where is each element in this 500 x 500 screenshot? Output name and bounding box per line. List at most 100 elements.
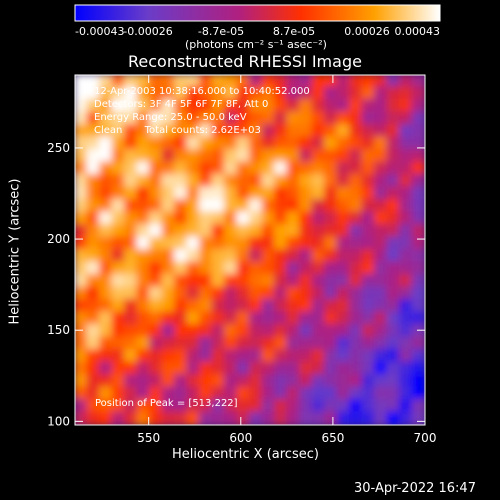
heatmap-cell	[411, 86, 425, 101]
heatmap-cell	[249, 411, 264, 425]
heatmap-cell	[274, 75, 289, 89]
heatmap-cell	[286, 149, 301, 164]
heatmap-cell	[261, 411, 276, 425]
heatmap-cell	[274, 374, 289, 389]
heatmap-cell	[299, 211, 314, 226]
heatmap-cell	[186, 75, 201, 89]
heatmap-cell	[336, 336, 351, 351]
heatmap-cell	[99, 86, 114, 101]
heatmap-cell	[136, 211, 151, 226]
heatmap-cell	[336, 411, 351, 425]
heatmap-cell	[299, 386, 314, 401]
heatmap-cell	[324, 361, 339, 376]
heatmap-cell	[324, 186, 339, 201]
heatmap-cell	[311, 161, 326, 176]
heatmap-cell	[161, 311, 176, 326]
heatmap-cell	[124, 261, 139, 276]
heatmap-cell	[336, 75, 351, 89]
heatmap-cell	[324, 161, 339, 176]
heatmap-cell	[411, 261, 425, 276]
heatmap-cell	[149, 211, 164, 226]
heatmap-cell	[161, 186, 176, 201]
heatmap-cell	[324, 174, 339, 189]
heatmap-cell	[411, 286, 425, 301]
heatmap-cell	[249, 186, 264, 201]
heatmap-cell	[236, 75, 251, 89]
heatmap-cell	[111, 236, 126, 251]
heatmap-cell	[86, 336, 101, 351]
heatmap-cell	[136, 411, 151, 425]
heatmap-cell	[174, 299, 189, 314]
heatmap-cell	[299, 249, 314, 264]
heatmap-cell	[124, 349, 139, 364]
heatmap-cell	[274, 99, 289, 114]
heatmap-cell	[75, 249, 89, 264]
heatmap-cell	[386, 311, 401, 326]
heatmap-cell	[274, 336, 289, 351]
heatmap-cell	[361, 274, 376, 289]
heatmap-cell	[311, 249, 326, 264]
heatmap-cell	[261, 374, 276, 389]
heatmap-cell	[149, 411, 164, 425]
heatmap-cell	[186, 249, 201, 264]
heatmap-cell	[136, 149, 151, 164]
heatmap-cell	[124, 249, 139, 264]
heatmap-cell	[286, 261, 301, 276]
heatmap-cell	[224, 336, 239, 351]
annotation-detectors: Detectors: 3F 4F 5F 6F 7F 8F, Att 0	[94, 99, 269, 110]
heatmap-cell	[286, 386, 301, 401]
heatmap-cell	[86, 174, 101, 189]
heatmap-cell	[99, 274, 114, 289]
heatmap-cell	[386, 86, 401, 101]
heatmap-cell	[86, 75, 101, 89]
heatmap-cell	[374, 386, 389, 401]
heatmap-cell	[324, 249, 339, 264]
heatmap-cell	[224, 75, 239, 89]
heatmap-cell	[149, 261, 164, 276]
heatmap-cell	[261, 161, 276, 176]
heatmap-cell	[361, 349, 376, 364]
heatmap-cell	[299, 399, 314, 414]
heatmap-cell	[199, 75, 214, 89]
heatmap-cell	[161, 361, 176, 376]
heatmap-cell	[324, 149, 339, 164]
heatmap-cell	[249, 249, 264, 264]
heatmap-cell	[186, 99, 201, 114]
heatmap-cell	[374, 261, 389, 276]
heatmap-cell	[324, 99, 339, 114]
annotation-clean-counts: Clean Total counts: 2.62E+03	[94, 125, 261, 136]
heatmap-cell	[399, 86, 414, 101]
heatmap-cell	[411, 199, 425, 214]
heatmap-cell	[75, 261, 89, 276]
heatmap-cell	[99, 349, 114, 364]
heatmap-cell	[199, 374, 214, 389]
peak-position-label: Position of Peak = [513,222]	[95, 398, 238, 409]
heatmap-cell	[399, 299, 414, 314]
heatmap-cell	[336, 349, 351, 364]
heatmap-cell	[336, 149, 351, 164]
heatmap-cell	[249, 111, 264, 126]
heatmap-cell	[286, 136, 301, 151]
heatmap-cell	[111, 211, 126, 226]
heatmap-cell	[124, 124, 139, 139]
heatmap-cell	[161, 386, 176, 401]
heatmap-cell	[236, 199, 251, 214]
heatmap-cell	[236, 174, 251, 189]
heatmap-cell	[386, 361, 401, 376]
heatmap-cell	[174, 75, 189, 89]
heatmap-cell	[149, 174, 164, 189]
heatmap-cell	[311, 224, 326, 239]
heatmap-cell	[186, 124, 201, 139]
heatmap-cell	[111, 411, 126, 425]
heatmap-cell	[336, 361, 351, 376]
heatmap-cell	[99, 336, 114, 351]
heatmap-cell	[349, 361, 364, 376]
heatmap-cell	[361, 286, 376, 301]
heatmap-cell	[374, 286, 389, 301]
heatmap-cell	[399, 311, 414, 326]
heatmap-cell	[99, 174, 114, 189]
heatmap-cell	[111, 224, 126, 239]
heatmap-cell	[224, 161, 239, 176]
heatmap-cell	[274, 349, 289, 364]
heatmap-cell	[236, 161, 251, 176]
